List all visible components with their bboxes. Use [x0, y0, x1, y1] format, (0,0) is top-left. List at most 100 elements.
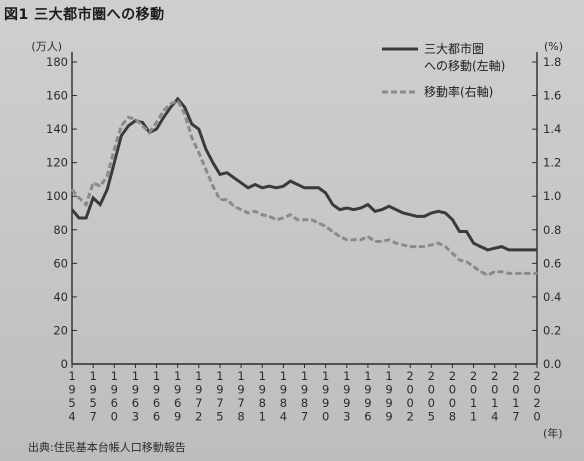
rate-point	[353, 239, 355, 241]
y-right-tick-label: 0.6	[543, 256, 561, 270]
rate-point	[106, 175, 108, 177]
y-right-tick-label: 1.2	[543, 156, 561, 170]
rate-point	[134, 118, 137, 120]
migration-point	[106, 188, 108, 191]
rate-point	[402, 244, 404, 246]
migration-point	[367, 204, 369, 206]
rate-point	[494, 271, 496, 273]
rate-point	[303, 219, 306, 221]
migration-point	[529, 249, 531, 251]
rate-point	[310, 219, 313, 221]
migration-point	[113, 162, 115, 164]
rate-point	[184, 113, 186, 115]
rate-point	[226, 198, 228, 201]
rate-point	[451, 252, 454, 254]
migration-point	[388, 205, 390, 207]
rate-point	[148, 131, 151, 134]
rate-point	[233, 205, 235, 207]
migration-point	[501, 245, 503, 248]
rate-point	[254, 210, 256, 212]
rate-point	[170, 103, 172, 105]
migration-point	[120, 135, 122, 137]
series-line-migration	[70, 96, 537, 252]
rate-point	[339, 235, 341, 238]
migration-point	[494, 247, 496, 249]
rate-point	[374, 240, 376, 243]
x-unit: (年)	[543, 426, 563, 440]
rate-point	[536, 272, 538, 274]
migration-point	[515, 249, 517, 251]
rate-point	[155, 121, 158, 123]
y-left-tick-label: 60	[53, 256, 68, 270]
migration-point	[346, 207, 348, 209]
migration-point	[226, 172, 228, 174]
migration-point	[395, 209, 397, 211]
migration-point	[536, 249, 538, 251]
rate-point	[120, 125, 122, 127]
y-right-tick-label: 0.8	[543, 223, 561, 237]
migration-point	[374, 210, 376, 212]
migration-point	[353, 209, 355, 211]
migration-point	[254, 183, 256, 186]
migration-point	[71, 209, 73, 211]
migration-point	[360, 207, 362, 209]
rate-point	[325, 225, 327, 228]
rate-point	[85, 204, 87, 206]
rate-point	[177, 99, 179, 102]
rate-point	[282, 217, 284, 219]
rate-point	[388, 239, 390, 241]
rate-point	[71, 188, 73, 191]
y-left-tick-label: 100	[46, 189, 68, 203]
rate-point	[141, 125, 144, 127]
y-right-tick-label: 1.0	[543, 189, 561, 203]
rate-point	[508, 272, 510, 274]
migration-point	[409, 214, 411, 216]
migration-point	[325, 192, 327, 194]
rate-point	[275, 219, 277, 221]
rate-point	[162, 110, 165, 112]
y-right-tick-label: 0.0	[543, 357, 561, 371]
rate-point	[296, 219, 299, 221]
migration-point	[402, 212, 404, 214]
rate-point	[247, 212, 249, 214]
migration-point	[184, 106, 186, 108]
rate-point	[99, 185, 101, 187]
migration-point	[423, 215, 425, 217]
migration-point	[268, 185, 270, 187]
rate-point	[198, 152, 200, 154]
migration-point	[92, 197, 94, 199]
rate-point	[212, 185, 214, 187]
migration-point	[78, 217, 80, 219]
rate-point	[205, 168, 207, 170]
rate-point	[480, 271, 482, 273]
rate-point	[472, 266, 475, 268]
y-left-tick-label: 0	[61, 357, 68, 371]
rate-point	[78, 197, 80, 199]
migration-point	[487, 249, 489, 251]
rate-point	[268, 215, 270, 217]
rate-point	[113, 148, 115, 150]
migration-point	[303, 187, 306, 189]
migration-point	[310, 187, 313, 189]
migration-point	[233, 177, 235, 179]
migration-point	[339, 209, 341, 211]
rate-point	[360, 239, 362, 241]
migration-point	[162, 116, 165, 118]
rate-point	[515, 272, 517, 274]
y-left-tick-label: 160	[46, 89, 68, 103]
y-left-tick-label: 140	[46, 122, 68, 136]
rate-point	[501, 271, 503, 273]
